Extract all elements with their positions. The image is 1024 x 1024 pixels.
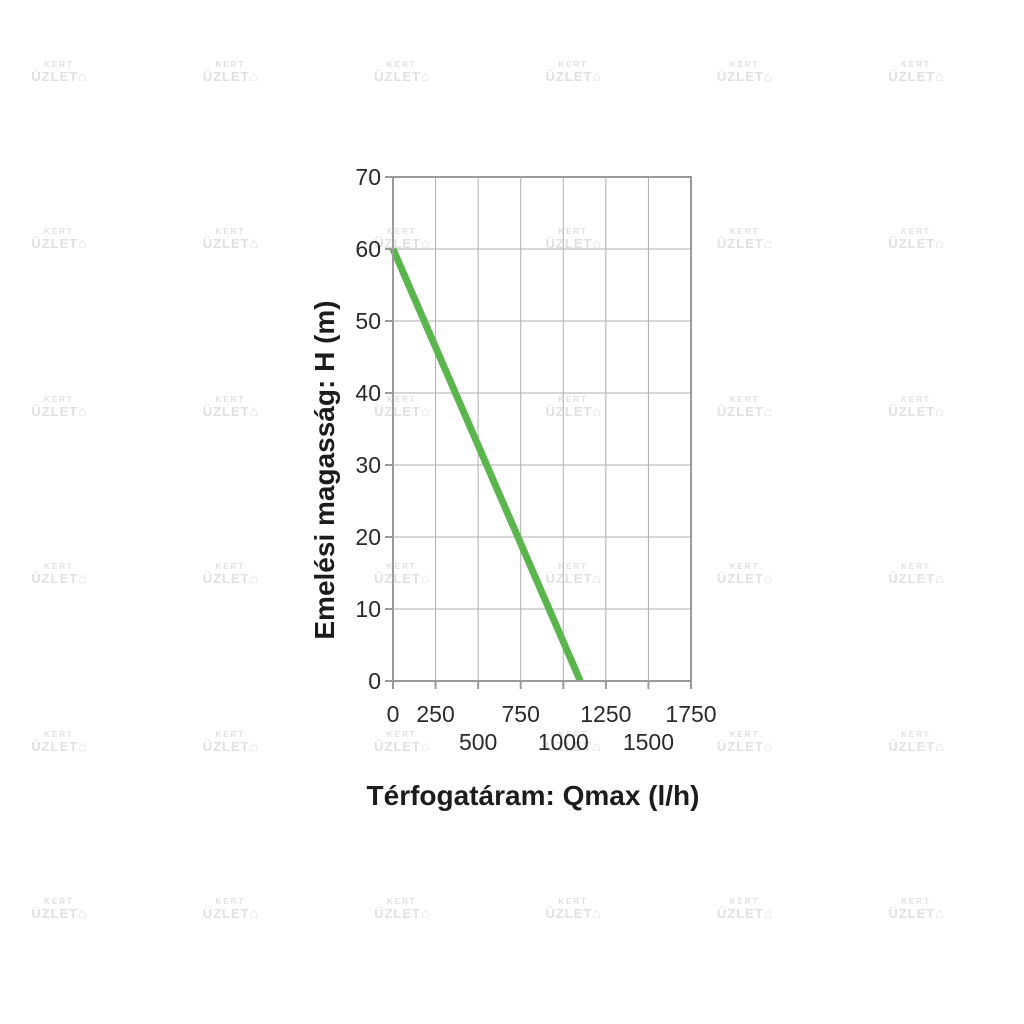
x-tick-label: 250 — [416, 701, 454, 727]
x-tick-label: 750 — [502, 701, 540, 727]
y-tick-label: 40 — [355, 380, 381, 406]
y-tick-label: 60 — [355, 236, 381, 262]
x-tick-label: 1000 — [538, 729, 589, 755]
y-tick-label: 10 — [355, 596, 381, 622]
y-tick-label: 0 — [368, 668, 381, 694]
x-tick-label: 500 — [459, 729, 497, 755]
x-axis-title: Térfogatáram: Qmax (l/h) — [366, 780, 700, 811]
x-tick-label: 1250 — [580, 701, 631, 727]
x-tick-label: 0 — [387, 701, 400, 727]
series-line-pump-curve — [389, 247, 584, 683]
y-tick-label: 50 — [355, 308, 381, 334]
plot-frame — [392, 176, 692, 682]
y-tick-label: 30 — [355, 452, 381, 478]
y-axis-title: Emelési magasság: H (m) — [309, 300, 340, 640]
x-tick-label: 1500 — [623, 729, 674, 755]
y-tick-label: 70 — [355, 164, 381, 190]
x-tick-label: 1750 — [665, 701, 716, 727]
y-tick-label: 20 — [355, 524, 381, 550]
